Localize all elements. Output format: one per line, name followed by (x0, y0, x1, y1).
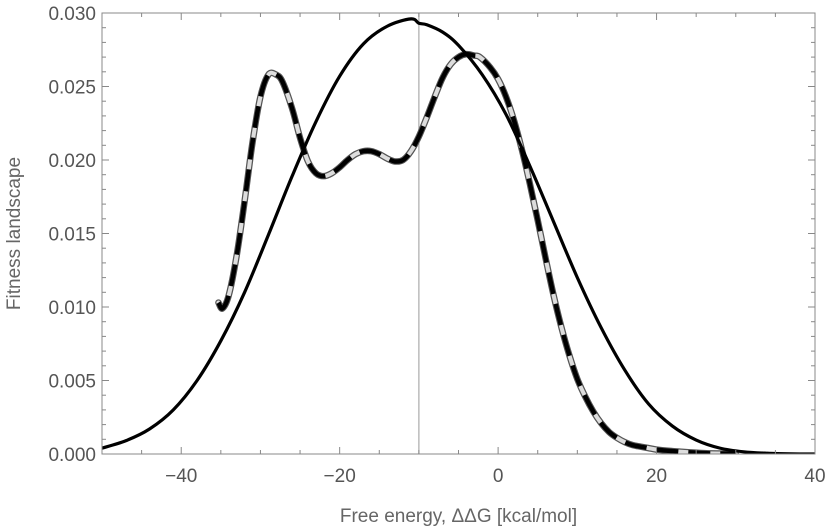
plot-frame (101, 12, 816, 455)
x-tick-label: −40 (165, 466, 197, 487)
y-axis-title: Fitness landscape (4, 157, 25, 310)
series-dashed (215, 50, 740, 454)
y-tick-label: 0.000 (48, 445, 96, 466)
y-tick-label: 0.025 (48, 78, 96, 99)
series-dashed-dashes (216, 51, 736, 454)
y-tick-label: 0.030 (48, 4, 96, 25)
x-tick-label: 40 (804, 466, 825, 487)
x-tick-label: −20 (324, 466, 356, 487)
series-solid (102, 17, 815, 454)
y-tick-label: 0.010 (48, 298, 96, 319)
x-axis-title: Free energy, ΔΔG [kcal/mol] (340, 506, 577, 527)
axis-ticks: −40 −20 0 20 40 0.000 0.005 0.010 0.015 0.020 0.02… (48, 4, 825, 487)
y-tick-label: 0.015 (48, 225, 96, 246)
plot-frame-rect (101, 12, 816, 455)
x-tick-label: 20 (646, 466, 667, 487)
y-tick-label: 0.020 (48, 151, 96, 172)
plot-layer (102, 13, 815, 454)
y-tick-label: 0.005 (48, 372, 96, 393)
x-tick-label: 0 (493, 466, 504, 487)
